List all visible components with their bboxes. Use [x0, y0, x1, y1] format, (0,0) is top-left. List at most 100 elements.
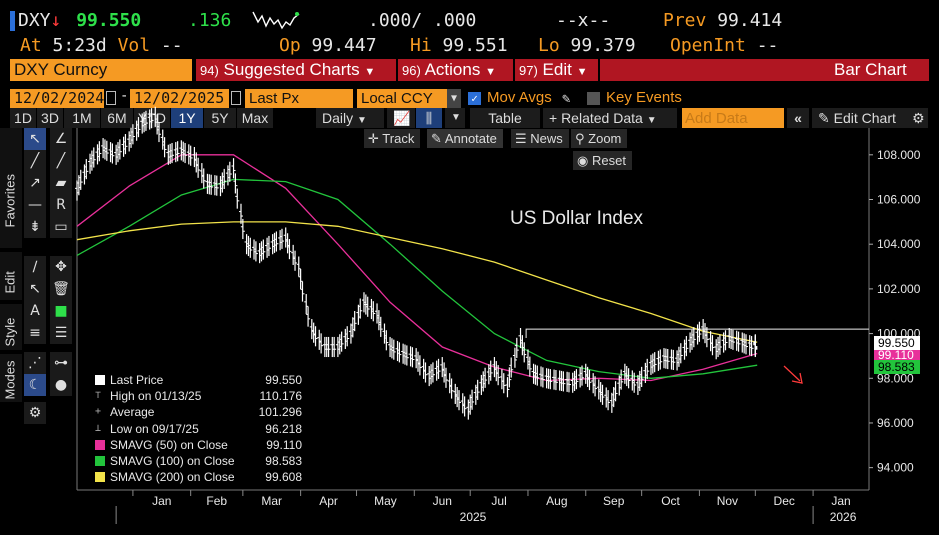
legend-label: Low on 09/17/25 [110, 421, 199, 436]
fib-tool-icon[interactable]: ⇟ [24, 216, 46, 238]
caret-down-icon[interactable]: ▼ [447, 89, 461, 108]
tab-modes[interactable]: Modes [0, 354, 22, 402]
line-style-icon[interactable]: ☰ [50, 322, 72, 344]
tab-edit[interactable]: Edit [0, 252, 22, 300]
caret-down-icon[interactable]: ▼ [445, 108, 465, 128]
menu-divider [513, 59, 515, 81]
pencil-icon: ✎ [431, 131, 442, 146]
news-icon: ☰ [515, 131, 527, 146]
collapse-icon[interactable]: « [787, 108, 809, 128]
news-button[interactable]: ☰ News [511, 129, 569, 148]
pencil-icon[interactable]: ✎ [562, 91, 571, 107]
chart-type-label[interactable]: Bar Chart [834, 60, 907, 79]
gear-icon[interactable]: ⚙ [906, 108, 928, 128]
legend-swatch [95, 472, 105, 483]
move-icon[interactable]: ✥ [50, 256, 72, 278]
open: Op 99.447 [279, 35, 377, 56]
last-price: 99.550 [76, 10, 142, 31]
table-button[interactable]: Table [470, 108, 540, 128]
x-month-label: Feb [206, 494, 227, 508]
line-chart-icon[interactable]: 📈 [387, 108, 415, 128]
calendar-icon[interactable] [106, 91, 116, 105]
annotate-button[interactable]: ✎ Annotate [427, 129, 503, 148]
dotted-line-icon[interactable]: ⋰ [24, 352, 46, 374]
edit-num: 97) [519, 63, 538, 78]
suggested-charts-menu[interactable]: 94) Suggested Charts ▼ [200, 59, 375, 81]
period-tab-1m[interactable]: 1M [64, 108, 100, 128]
open-interest: OpenInt -- [670, 35, 778, 56]
suggested-label: Suggested Charts [223, 60, 360, 79]
suggested-num: 94) [200, 63, 219, 78]
period-tab-5y[interactable]: 5Y [204, 108, 236, 128]
edit-chart-button[interactable]: ✎ Edit Chart [812, 108, 907, 128]
mov-avgs-checkbox[interactable]: ✓ [468, 92, 481, 105]
chart-title: US Dollar Index [510, 208, 644, 229]
line-tool-icon[interactable]: ∠ [50, 128, 72, 150]
key-events-label[interactable]: Key Events [606, 89, 682, 106]
actions-menu[interactable]: 96) Actions ▼ [402, 59, 496, 81]
security-field[interactable]: DXY Curncy [10, 59, 192, 81]
legend-swatch [95, 375, 105, 385]
lo-label: Lo [538, 35, 560, 56]
ma-line-3 [76, 221, 758, 343]
pen-tool-icon[interactable]: ∕ [24, 256, 46, 278]
tab-favorites[interactable]: Favorites [0, 128, 22, 248]
key-events-checkbox[interactable] [587, 92, 600, 105]
line-weight-icon[interactable]: ≡ [24, 322, 46, 344]
price-tag: 99.550 [874, 336, 920, 350]
currency-select[interactable]: Local CCY [357, 89, 460, 108]
reset-label: Reset [591, 153, 626, 168]
hi-value: 99.551 [442, 35, 508, 56]
text-style-icon[interactable]: A [24, 300, 46, 322]
bar-chart-icon[interactable]: ⫼ [416, 108, 442, 128]
tab-style[interactable]: Style [0, 304, 22, 350]
select-arrow-icon[interactable]: ↖ [24, 278, 46, 300]
cursor-arrow-icon[interactable]: ↖ [24, 128, 46, 150]
caret-down-icon: ▼ [576, 66, 588, 78]
crosshair-mode-icon[interactable]: ☾ [24, 374, 46, 396]
prev-value: 99.414 [717, 10, 783, 31]
multi-color-icon[interactable]: ● [50, 374, 72, 396]
frequency-select[interactable]: Daily ▼ [316, 108, 384, 128]
trend-line-icon[interactable]: ╱ [24, 150, 46, 172]
snap-icon[interactable]: ⊶ [50, 352, 72, 374]
legend-swatch: ⊥ [95, 422, 102, 434]
zoom-button[interactable]: ⚲ Zoom [571, 129, 628, 148]
text-tool-icon[interactable]: R [50, 194, 72, 216]
track-button[interactable]: ✛ Track [364, 129, 421, 148]
end-date-field[interactable]: 12/02/2025 [130, 89, 229, 108]
reset-button[interactable]: ◉ Reset [573, 151, 632, 170]
trash-icon[interactable]: 🗑 [50, 278, 72, 300]
period-tab-max[interactable]: Max [237, 108, 273, 128]
period-tab-1d[interactable]: 1D [10, 108, 36, 128]
ticker[interactable]: DXY [18, 10, 51, 31]
prev-close: Prev 99.414 [663, 10, 782, 31]
period-tab-1y[interactable]: 1Y [171, 108, 203, 128]
edit-menu[interactable]: 97) Edit ▼ [519, 59, 587, 81]
color-swatch-icon[interactable]: ■ [50, 300, 72, 322]
track-label: Track [382, 131, 415, 146]
settings-gear-icon[interactable]: ⚙ [24, 402, 46, 424]
field-select[interactable]: Last Px [245, 89, 353, 108]
channel-icon[interactable]: ▰ [50, 172, 72, 194]
pencil-icon: ✎ [818, 110, 830, 126]
actions-label: Actions [424, 60, 481, 79]
rectangle-icon[interactable]: ▭ [50, 216, 72, 238]
arrow-line-icon[interactable]: ↗ [24, 172, 46, 194]
openint-label: OpenInt [670, 35, 746, 56]
start-date-field[interactable]: 12/02/2024 [10, 89, 104, 108]
horizontal-line-icon[interactable]: — [24, 194, 46, 216]
related-data-button[interactable]: + Related Data ▼ [543, 108, 677, 128]
period-tab-3d[interactable]: 3D [37, 108, 63, 128]
openint-value: -- [756, 35, 779, 56]
legend-label: SMAVG (200) on Close [110, 470, 235, 485]
mov-avgs-label[interactable]: Mov Avgs [487, 89, 552, 106]
ray-line-icon[interactable]: ╱ [50, 150, 72, 172]
down-trend-arrowhead-icon [791, 372, 803, 384]
period-tab-6m[interactable]: 6M [101, 108, 133, 128]
add-data-placeholder: Add Data [685, 110, 748, 127]
legend-label: SMAVG (50) on Close [110, 437, 228, 452]
add-data-field[interactable]: Add Data [682, 108, 784, 128]
calendar-icon[interactable] [231, 91, 241, 105]
